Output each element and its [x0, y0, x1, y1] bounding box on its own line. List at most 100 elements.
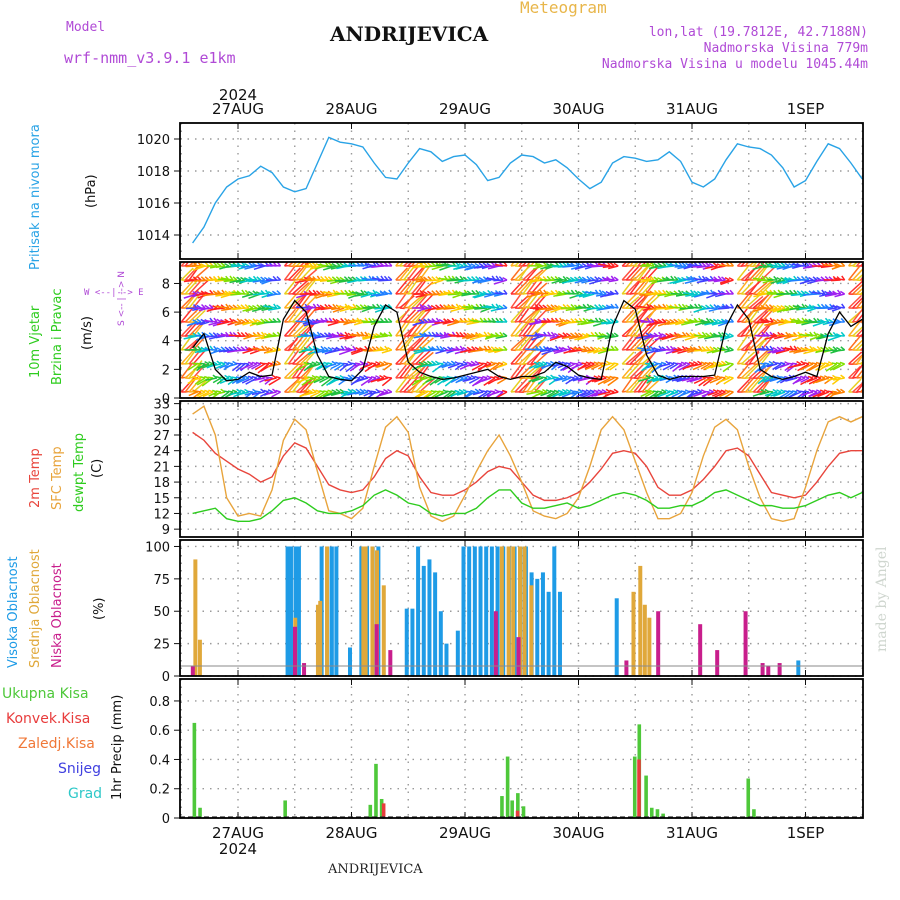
- cloud-bar: [499, 546, 504, 676]
- top-date-label: 29AUG: [439, 100, 491, 118]
- cloud-bar: [193, 559, 198, 676]
- cloud-unit: (%): [92, 597, 107, 621]
- top-date-label: 1SEP: [787, 100, 825, 118]
- cloud-bar: [293, 546, 298, 676]
- bottom-date-label: 1SEP: [787, 824, 825, 842]
- temp-dew-label: dewpt Temp: [72, 432, 87, 512]
- panel-frame: [179, 539, 864, 677]
- panel-frame: [179, 122, 864, 260]
- wind-unit: (m/s): [80, 316, 95, 350]
- cloud-bar: [329, 546, 334, 676]
- cloud-bar: [296, 546, 301, 676]
- precip-bar: [515, 810, 520, 818]
- legend-hail: Grad: [68, 786, 103, 802]
- cloud-high-label: Visoka Oblacnost: [6, 556, 21, 668]
- precip-bar: [516, 793, 520, 818]
- pressure-unit: (hPa): [84, 174, 99, 208]
- cloud-bar: [484, 546, 489, 676]
- cloud-bar: [472, 546, 477, 676]
- cloud-bar: [557, 591, 562, 676]
- cloud-bar: [334, 546, 339, 676]
- precip-bar: [655, 809, 660, 818]
- temp-sfc-label: SFC Temp: [50, 446, 65, 510]
- meteogram-title: Meteogram: [520, 0, 607, 17]
- legend-freezing-rain: Zaledj.Kisa: [18, 736, 95, 752]
- y-tick-label: 0.8: [149, 695, 170, 710]
- cloud-bar: [404, 608, 409, 676]
- cloud-bar: [517, 546, 522, 676]
- cloud-bar: [455, 630, 460, 676]
- y-tick-label: 9: [162, 523, 170, 538]
- y-tick-label: 24: [153, 445, 170, 460]
- cloud-bar: [631, 591, 636, 676]
- bottom-date-label: 30AUG: [553, 824, 605, 842]
- watermark: made by Angel: [874, 546, 890, 653]
- y-tick-label: 100: [145, 540, 170, 555]
- temp-2m-label: 2m Temp: [28, 448, 43, 508]
- cloud-bar: [546, 591, 551, 676]
- top-date-label: 27AUG: [212, 100, 264, 118]
- cloud-bar: [478, 546, 483, 676]
- cloud-bar: [416, 546, 421, 676]
- temp-line-dewpt-temp: [192, 489, 863, 523]
- cloud-bar: [374, 550, 379, 676]
- precip-bar: [752, 809, 756, 818]
- y-tick-label: 15: [153, 492, 170, 507]
- precip-bar: [283, 800, 287, 818]
- cloud-bar: [522, 546, 527, 676]
- coords-text: lon,lat (19.7812E, 42.7188N): [648, 25, 868, 40]
- y-tick-label: 50: [153, 605, 170, 620]
- y-tick-label: 0: [162, 812, 170, 827]
- cloud-bar: [285, 546, 290, 676]
- cloud-mid-label: Srednja Oblacnost: [28, 549, 43, 668]
- cloud-bar: [197, 639, 202, 676]
- temp-line-2m-temp: [192, 431, 863, 502]
- precip-bar: [632, 756, 637, 818]
- y-tick-label: 6: [162, 306, 170, 321]
- y-tick-label: 33: [153, 398, 170, 413]
- model-altitude-text: Nadmorska Visina u modelu 1045.44m: [601, 57, 868, 72]
- bottom-date-label: 27AUG: [212, 824, 264, 842]
- y-tick-label: 75: [153, 573, 170, 588]
- cloud-bar: [288, 546, 293, 676]
- cloud-bar: [489, 546, 494, 676]
- cloud-bar: [516, 637, 521, 676]
- precip-bar: [661, 813, 665, 818]
- y-tick-label: 2: [162, 363, 170, 378]
- cloud-bar: [638, 565, 643, 676]
- station-title: ANDRIJEVICA: [330, 22, 489, 46]
- legend-snow: Snijeg: [58, 761, 102, 777]
- cloud-bar: [656, 611, 661, 676]
- y-tick-label: 0.4: [149, 753, 170, 768]
- wind-speed-line: [192, 299, 863, 382]
- precip-bar: [368, 804, 373, 818]
- cloud-bar: [552, 546, 557, 676]
- cloud-bar: [190, 665, 195, 676]
- cloud-bar: [796, 660, 801, 676]
- cloud-bar: [614, 598, 619, 676]
- precip-bar: [379, 798, 384, 818]
- precip-bar: [637, 759, 641, 818]
- panel-frame: [179, 400, 864, 538]
- y-tick-label: 1020: [137, 133, 170, 148]
- precip-bar: [746, 778, 751, 818]
- y-tick-label: 12: [153, 507, 170, 522]
- top-date-label: 28AUG: [326, 100, 378, 118]
- footer-station: ANDRIJEVICA: [328, 862, 423, 877]
- wind-barbs: [180, 262, 863, 398]
- cloud-bar: [624, 660, 629, 676]
- top-date-label: 31AUG: [666, 100, 718, 118]
- cloud-bar: [361, 546, 366, 676]
- precip-bar: [374, 763, 378, 818]
- model-name: wrf-nmm_v3.9.1 e1km: [64, 49, 236, 67]
- cloud-bar: [698, 624, 703, 676]
- precip-bar: [500, 796, 504, 818]
- y-tick-label: 0.2: [149, 783, 170, 798]
- altitude-text: Nadmorska Visina 779m: [703, 41, 868, 56]
- precip-bar: [510, 800, 514, 818]
- y-tick-label: 1018: [137, 165, 170, 180]
- pressure-line: [192, 136, 863, 244]
- cloud-bar: [743, 611, 748, 676]
- y-tick-label: 18: [153, 476, 170, 491]
